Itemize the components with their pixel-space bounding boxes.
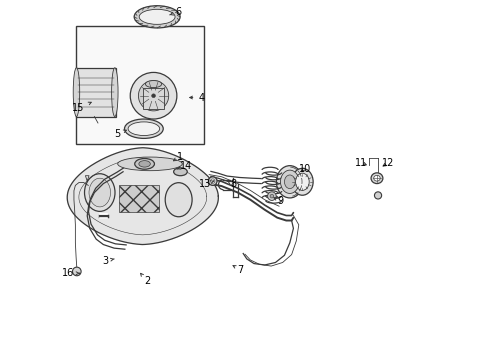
Circle shape bbox=[268, 192, 276, 201]
Ellipse shape bbox=[276, 166, 303, 198]
Text: 14: 14 bbox=[177, 161, 192, 171]
Text: 13: 13 bbox=[198, 179, 214, 189]
Text: 11: 11 bbox=[355, 158, 368, 168]
Text: 10: 10 bbox=[299, 163, 311, 174]
Text: 16: 16 bbox=[62, 268, 79, 278]
Text: 6: 6 bbox=[170, 7, 181, 17]
Bar bbox=[143, 87, 164, 109]
Circle shape bbox=[270, 194, 274, 198]
Bar bbox=[120, 185, 159, 212]
Ellipse shape bbox=[73, 68, 80, 117]
Circle shape bbox=[73, 267, 81, 276]
Ellipse shape bbox=[128, 122, 160, 135]
Circle shape bbox=[138, 81, 169, 111]
Ellipse shape bbox=[134, 6, 180, 28]
Ellipse shape bbox=[89, 178, 111, 207]
Text: 7: 7 bbox=[233, 265, 244, 275]
Ellipse shape bbox=[280, 170, 299, 193]
Ellipse shape bbox=[84, 174, 115, 211]
Ellipse shape bbox=[285, 175, 295, 189]
Circle shape bbox=[152, 94, 155, 98]
Ellipse shape bbox=[139, 9, 175, 24]
Ellipse shape bbox=[139, 161, 150, 167]
Ellipse shape bbox=[295, 173, 309, 190]
Circle shape bbox=[130, 72, 177, 119]
Bar bbox=[76, 26, 204, 144]
Text: 4: 4 bbox=[190, 93, 204, 103]
Polygon shape bbox=[67, 148, 219, 244]
Ellipse shape bbox=[146, 81, 162, 87]
Ellipse shape bbox=[371, 173, 383, 184]
Text: 8: 8 bbox=[228, 179, 237, 189]
Text: 5: 5 bbox=[114, 129, 126, 139]
Ellipse shape bbox=[118, 157, 182, 171]
Text: 3: 3 bbox=[102, 256, 114, 266]
Ellipse shape bbox=[112, 68, 118, 117]
Ellipse shape bbox=[374, 175, 380, 181]
Ellipse shape bbox=[173, 168, 187, 176]
Bar bbox=[76, 68, 116, 117]
Ellipse shape bbox=[292, 168, 313, 195]
Text: 1: 1 bbox=[173, 152, 183, 162]
Ellipse shape bbox=[135, 158, 154, 169]
Circle shape bbox=[374, 192, 382, 199]
Ellipse shape bbox=[165, 183, 192, 217]
Circle shape bbox=[208, 177, 217, 185]
Circle shape bbox=[211, 179, 215, 183]
Text: 15: 15 bbox=[73, 102, 91, 113]
Text: 12: 12 bbox=[382, 158, 394, 168]
Text: 9: 9 bbox=[274, 196, 283, 206]
Ellipse shape bbox=[124, 119, 163, 138]
Text: 2: 2 bbox=[141, 273, 150, 286]
